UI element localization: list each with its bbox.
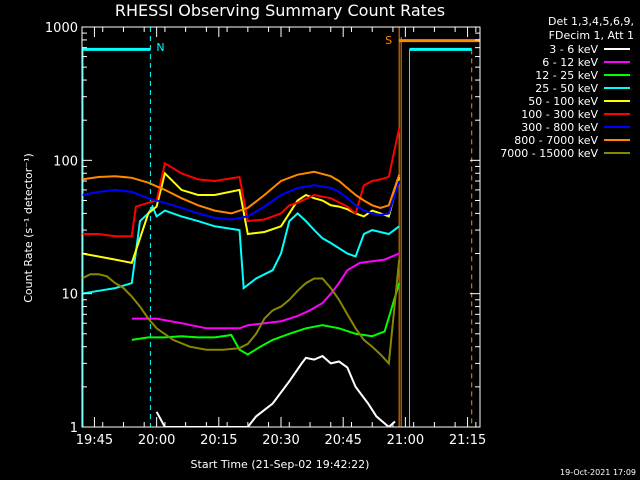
series-line-3 xyxy=(82,204,400,295)
legend-label-5: 100 - 300 keV xyxy=(521,108,598,121)
marker-s-label: S xyxy=(385,34,392,47)
x-tick-label-2: 20:15 xyxy=(200,433,237,448)
legend-label-6: 300 - 800 keV xyxy=(521,121,598,134)
legend-header-line-1: Det 1,3,4,5,6,9, xyxy=(548,15,634,28)
y-tick-label-1: 10 xyxy=(61,288,78,303)
series-line-1 xyxy=(131,252,400,330)
legend-label-0: 3 - 6 keV xyxy=(549,43,598,56)
series-line-7 xyxy=(82,170,401,215)
legend-header-line-2: FDecim 1, Att 1 xyxy=(549,29,634,42)
legend-label-7: 800 - 7000 keV xyxy=(514,134,598,147)
y-tick-label-2: 100 xyxy=(53,154,78,169)
series-1 xyxy=(131,252,400,330)
series-line-2 xyxy=(131,282,401,356)
y-tick-label-0: 1 xyxy=(70,421,78,436)
legend-label-8: 7000 - 15000 keV xyxy=(500,147,598,160)
legend-label-3: 25 - 50 keV xyxy=(535,82,598,95)
series-8 xyxy=(82,259,401,366)
series-line-8 xyxy=(82,259,401,366)
series-3 xyxy=(82,204,400,295)
series-line-4 xyxy=(82,171,401,265)
marker-n-label: N xyxy=(156,41,164,54)
series-5 xyxy=(82,127,401,238)
y-axis-label: Count Rate (s⁻¹ detector⁻¹) xyxy=(22,153,35,303)
y-tick-label-3: 1000 xyxy=(45,21,78,36)
axes: N S 1 10 100 1000 19:45 20:00 20:15 20:30 20:45 21:… xyxy=(45,21,486,448)
x-tick-label-4: 20:45 xyxy=(324,433,361,448)
x-tick-label-6: 21:15 xyxy=(449,433,486,448)
series-4 xyxy=(82,171,401,265)
series-line-6 xyxy=(82,180,401,221)
series-2 xyxy=(131,282,401,356)
legend: Det 1,3,4,5,6,9, FDecim 1, Att 1 3 - 6 k… xyxy=(500,15,634,160)
chart-title: RHESSI Observing Summary Count Rates xyxy=(115,1,445,20)
series-line-5 xyxy=(82,127,401,238)
legend-label-2: 12 - 25 keV xyxy=(535,69,598,82)
x-axis-label: Start Time (21-Sep-02 19:42:22) xyxy=(191,458,370,471)
x-tick-label-0: 19:45 xyxy=(76,433,113,448)
x-tick-label-1: 20:00 xyxy=(138,433,175,448)
legend-label-1: 6 - 12 keV xyxy=(542,56,598,69)
footer-date: 19-Oct-2021 17:09 xyxy=(560,468,636,477)
series-6 xyxy=(82,180,401,221)
series-7 xyxy=(82,170,401,215)
series-0 xyxy=(155,354,396,427)
series-line-0 xyxy=(155,354,396,427)
x-tick-label-5: 21:00 xyxy=(387,433,424,448)
legend-label-4: 50 - 100 keV xyxy=(528,95,598,108)
x-tick-label-3: 20:30 xyxy=(262,433,299,448)
plot-area xyxy=(82,27,480,427)
